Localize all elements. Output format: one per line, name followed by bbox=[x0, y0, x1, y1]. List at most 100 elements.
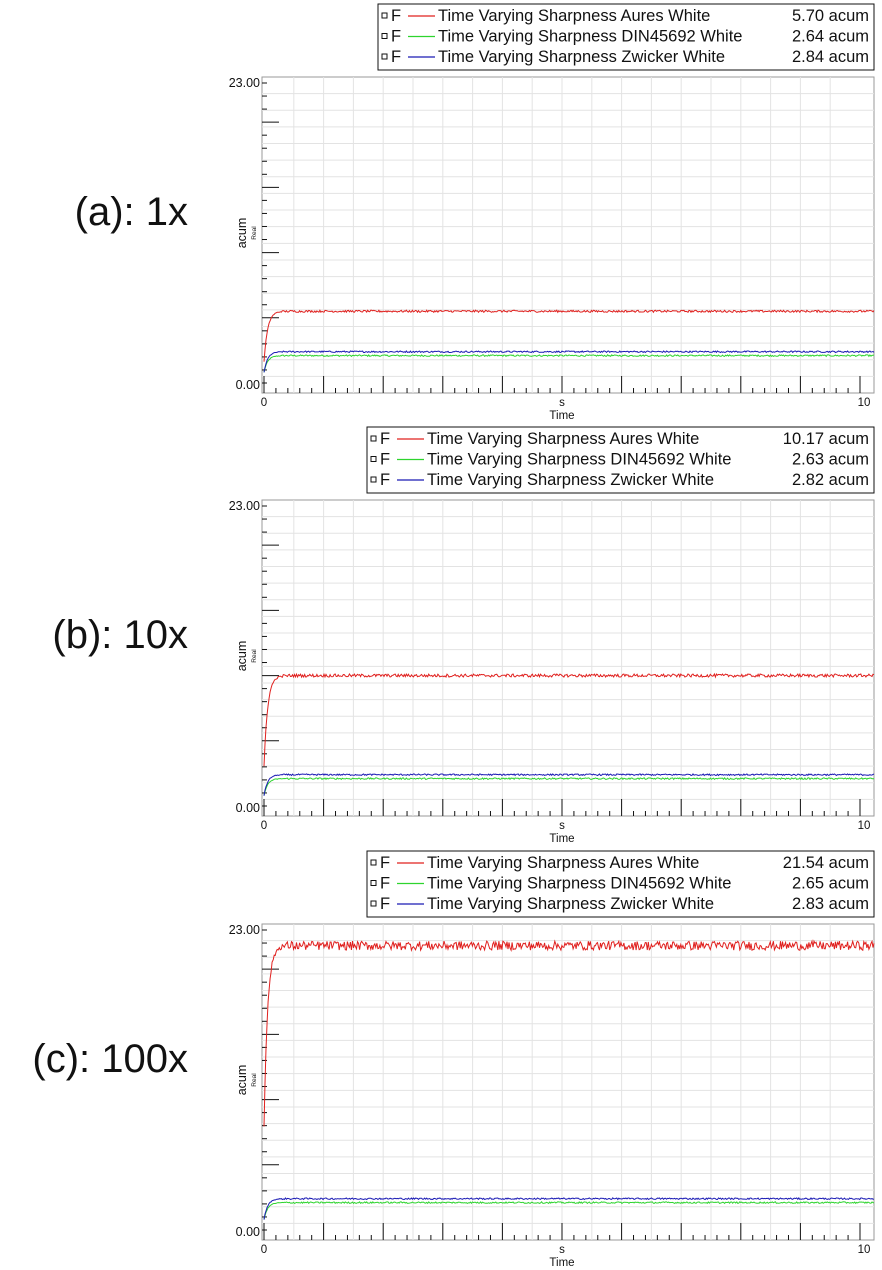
legend-entry-3: F Time Varying Sharpness Zwicker White 2.8… bbox=[370, 471, 869, 489]
plot-frame bbox=[261, 923, 875, 1241]
y-axis-label: acum bbox=[235, 1065, 249, 1096]
legend-entry-1: F Time Varying Sharpness Aures White 21.54… bbox=[370, 854, 869, 872]
legend-checkbox-icon bbox=[381, 12, 388, 19]
legend-series-name: Time Varying Sharpness Aures White bbox=[427, 430, 699, 448]
series-line-3 bbox=[263, 1197, 875, 1220]
y-tick-label-bottom: 0.00 bbox=[236, 378, 260, 392]
grid-lines bbox=[262, 77, 874, 393]
legend-series-value: 2.65 acum bbox=[792, 875, 869, 893]
legend-series-name: Time Varying Sharpness Aures White bbox=[438, 7, 710, 25]
series-line-1 bbox=[263, 939, 875, 1127]
x-axis-unit: s bbox=[559, 1244, 565, 1256]
legend-box bbox=[377, 3, 875, 71]
legend-series-name: Time Varying Sharpness DIN45692 White bbox=[427, 451, 731, 469]
grid-lines bbox=[262, 924, 874, 1240]
legend-series-value: 2.64 acum bbox=[792, 28, 869, 46]
x-tick-label-start: 0 bbox=[261, 397, 267, 409]
x-tick-label-start: 0 bbox=[261, 1244, 267, 1256]
legend-series-name: Time Varying Sharpness Aures White bbox=[427, 854, 699, 872]
plot-frame bbox=[261, 499, 875, 817]
y-axis-sublabel: Real bbox=[251, 226, 258, 240]
legend-marker-label: F bbox=[380, 875, 390, 893]
series-line-2 bbox=[263, 354, 875, 373]
legend-series-value: 2.82 acum bbox=[792, 471, 869, 489]
legend-marker-label: F bbox=[380, 895, 390, 913]
legend-series-value: 2.63 acum bbox=[792, 451, 869, 469]
y-axis-label: acum bbox=[235, 218, 249, 249]
legend-series-value: 5.70 acum bbox=[792, 7, 869, 25]
legend-marker-label: F bbox=[380, 451, 390, 469]
legend-series-value: 2.83 acum bbox=[792, 895, 869, 913]
x-axis-label: Time bbox=[549, 410, 574, 422]
y-axis-ticks bbox=[262, 505, 279, 807]
legend-checkbox-icon bbox=[381, 53, 388, 60]
legend: F Time Varying Sharpness Aures White 5.70 … bbox=[377, 3, 875, 71]
legend-entry-1: F Time Varying Sharpness Aures White 5.70 … bbox=[381, 7, 869, 25]
plot-frame bbox=[261, 76, 875, 394]
legend-series-name: Time Varying Sharpness Zwicker White bbox=[438, 48, 725, 66]
y-axis-ticks bbox=[262, 82, 279, 384]
legend-series-name: Time Varying Sharpness DIN45692 White bbox=[438, 28, 742, 46]
grid-lines bbox=[262, 500, 874, 816]
legend-entry-1: F Time Varying Sharpness Aures White 10.17… bbox=[370, 430, 869, 448]
legend-entry-2: F Time Varying Sharpness DIN45692 White 2.… bbox=[381, 28, 869, 46]
x-axis-ticks bbox=[263, 376, 861, 393]
x-axis-label: Time bbox=[549, 1257, 574, 1269]
legend-marker-label: F bbox=[391, 7, 401, 25]
series-line-1 bbox=[263, 309, 875, 362]
legend-series-name: Time Varying Sharpness DIN45692 White bbox=[427, 875, 731, 893]
legend-marker-label: F bbox=[391, 48, 401, 66]
y-axis-sublabel: Real bbox=[251, 1073, 258, 1087]
legend-checkbox-icon bbox=[370, 859, 377, 866]
legend-series-name: Time Varying Sharpness Zwicker White bbox=[427, 895, 714, 913]
legend-checkbox-icon bbox=[370, 900, 377, 907]
x-tick-label-end: 10 bbox=[858, 397, 871, 409]
legend: F Time Varying Sharpness Aures White 21.54… bbox=[366, 850, 875, 918]
legend-entry-3: F Time Varying Sharpness Zwicker White 2.8… bbox=[381, 48, 869, 66]
x-tick-label-start: 0 bbox=[261, 820, 267, 832]
x-axis-ticks bbox=[263, 1223, 861, 1240]
y-tick-label-top: 23.00 bbox=[229, 499, 260, 513]
x-axis-unit: s bbox=[559, 397, 565, 409]
x-axis-ticks bbox=[263, 799, 861, 816]
legend-series-name: Time Varying Sharpness Zwicker White bbox=[427, 471, 714, 489]
x-tick-label-end: 10 bbox=[858, 1244, 871, 1256]
legend-checkbox-icon bbox=[370, 476, 377, 483]
legend-box bbox=[366, 850, 875, 918]
series-line-3 bbox=[263, 773, 875, 796]
x-tick-label-end: 10 bbox=[858, 820, 871, 832]
series-line-3 bbox=[263, 350, 875, 373]
panel-label: (a): 1x bbox=[75, 190, 188, 234]
legend-box bbox=[366, 426, 875, 494]
y-tick-label-top: 23.00 bbox=[229, 76, 260, 90]
legend-series-value: 21.54 acum bbox=[783, 854, 869, 872]
y-tick-label-top: 23.00 bbox=[229, 923, 260, 937]
panel-label: (c): 100x bbox=[32, 1037, 188, 1081]
y-tick-label-bottom: 0.00 bbox=[236, 1225, 260, 1239]
legend: F Time Varying Sharpness Aures White 10.17… bbox=[366, 426, 875, 494]
legend-entry-2: F Time Varying Sharpness DIN45692 White 2.… bbox=[370, 875, 869, 893]
panel-label: (b): 10x bbox=[52, 613, 188, 657]
legend-entry-2: F Time Varying Sharpness DIN45692 White 2.… bbox=[370, 451, 869, 469]
series-line-2 bbox=[263, 1201, 875, 1220]
legend-checkbox-icon bbox=[370, 435, 377, 442]
series-line-1 bbox=[263, 672, 875, 767]
legend-series-value: 10.17 acum bbox=[783, 430, 869, 448]
legend-checkbox-icon bbox=[370, 456, 377, 462]
legend-entry-3: F Time Varying Sharpness Zwicker White 2.8… bbox=[370, 895, 869, 913]
x-axis-unit: s bbox=[559, 820, 565, 832]
series-line-2 bbox=[263, 776, 875, 796]
legend-checkbox-icon bbox=[370, 880, 377, 886]
legend-marker-label: F bbox=[380, 854, 390, 872]
legend-marker-label: F bbox=[380, 430, 390, 448]
x-axis-label: Time bbox=[549, 833, 574, 845]
legend-marker-label: F bbox=[380, 471, 390, 489]
legend-marker-label: F bbox=[391, 28, 401, 46]
legend-checkbox-icon bbox=[381, 33, 388, 39]
y-axis-label: acum bbox=[235, 641, 249, 672]
y-tick-label-bottom: 0.00 bbox=[236, 801, 260, 815]
